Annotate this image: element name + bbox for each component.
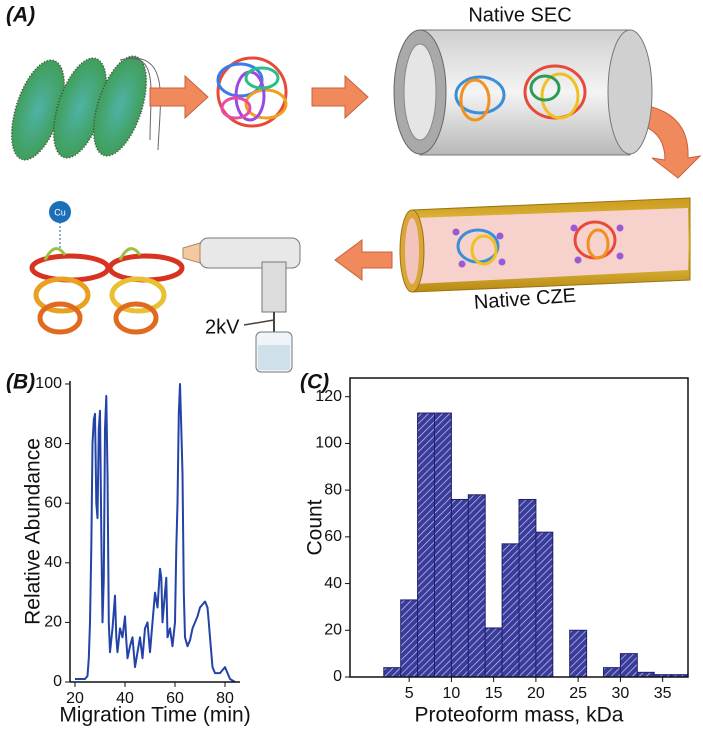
panel-label: (A) — [6, 4, 35, 27]
histogram-bar — [501, 543, 520, 678]
y-tick-label: 60 — [44, 494, 62, 511]
histogram-bar — [619, 653, 638, 678]
histogram-bar — [603, 667, 621, 678]
y-axis-label: Count — [304, 499, 327, 555]
x-tick-label: 20 — [527, 685, 545, 702]
y-tick-label: 0 — [333, 668, 342, 685]
histogram-bar — [417, 412, 436, 678]
sec-column — [393, 29, 653, 156]
line — [75, 383, 236, 683]
charts: (B) Migration Time (min) Relative Abundanc… — [6, 371, 689, 727]
panel-label: (C) — [300, 371, 329, 394]
copper-ion — [49, 201, 71, 223]
arrow — [149, 74, 209, 120]
histogram-bar — [383, 667, 402, 678]
sec-label: Native SEC — [468, 4, 571, 26]
y-axis-label: Relative Abundance — [22, 438, 45, 625]
x-axis-label: Proteoform mass, kDa — [415, 704, 624, 727]
histogram-bar — [400, 599, 419, 678]
x-tick-label: 15 — [485, 685, 503, 702]
histogram-bar — [484, 627, 503, 678]
y-tick-label: 0 — [53, 673, 62, 690]
plot-frame — [349, 377, 689, 678]
histogram-bar — [434, 412, 452, 678]
x-tick-label: 25 — [569, 685, 587, 702]
esi-source — [182, 237, 301, 373]
histogram-bar — [535, 531, 554, 678]
voltage-label: 2kV — [205, 316, 240, 338]
histogram-bar — [518, 498, 537, 678]
y-tick-label: 80 — [44, 435, 62, 452]
histogram-bar — [569, 629, 588, 678]
x-tick-label: 10 — [443, 685, 461, 702]
protein-complex — [216, 56, 288, 128]
y-tick-label: 40 — [324, 575, 342, 592]
x-tick-label: 40 — [116, 690, 134, 707]
schematic: (A) — [6, 4, 702, 373]
y-tick-label: 100 — [315, 435, 342, 452]
histogram-bar — [450, 498, 469, 678]
x-tick-label: 80 — [216, 690, 234, 707]
y-tick-label: 120 — [315, 388, 342, 405]
y-tick-label: 20 — [324, 622, 342, 639]
y-tick-label: 20 — [44, 614, 62, 631]
x-axis-label: Migration Time (min) — [59, 704, 250, 727]
x-tick-label: 30 — [612, 685, 630, 702]
x-tick-label: 20 — [66, 690, 84, 707]
metal-label: Cu — [54, 207, 66, 217]
y-tick-label: 40 — [44, 554, 62, 571]
x-tick-label: 5 — [405, 685, 414, 702]
panel-label: (B) — [6, 371, 35, 394]
y-tick-label: 60 — [324, 528, 342, 545]
arrow — [334, 239, 393, 281]
proteins — [29, 222, 185, 335]
y-tick-label: 80 — [324, 481, 342, 498]
cze-capillary — [399, 197, 691, 293]
bacteria — [10, 55, 161, 161]
x-tick-label: 35 — [654, 685, 672, 702]
x-tick-label: 60 — [166, 690, 184, 707]
y-tick-label: 100 — [35, 375, 62, 392]
histogram-bar — [467, 494, 486, 678]
curved-arrow — [635, 103, 702, 179]
arrow — [311, 74, 369, 120]
